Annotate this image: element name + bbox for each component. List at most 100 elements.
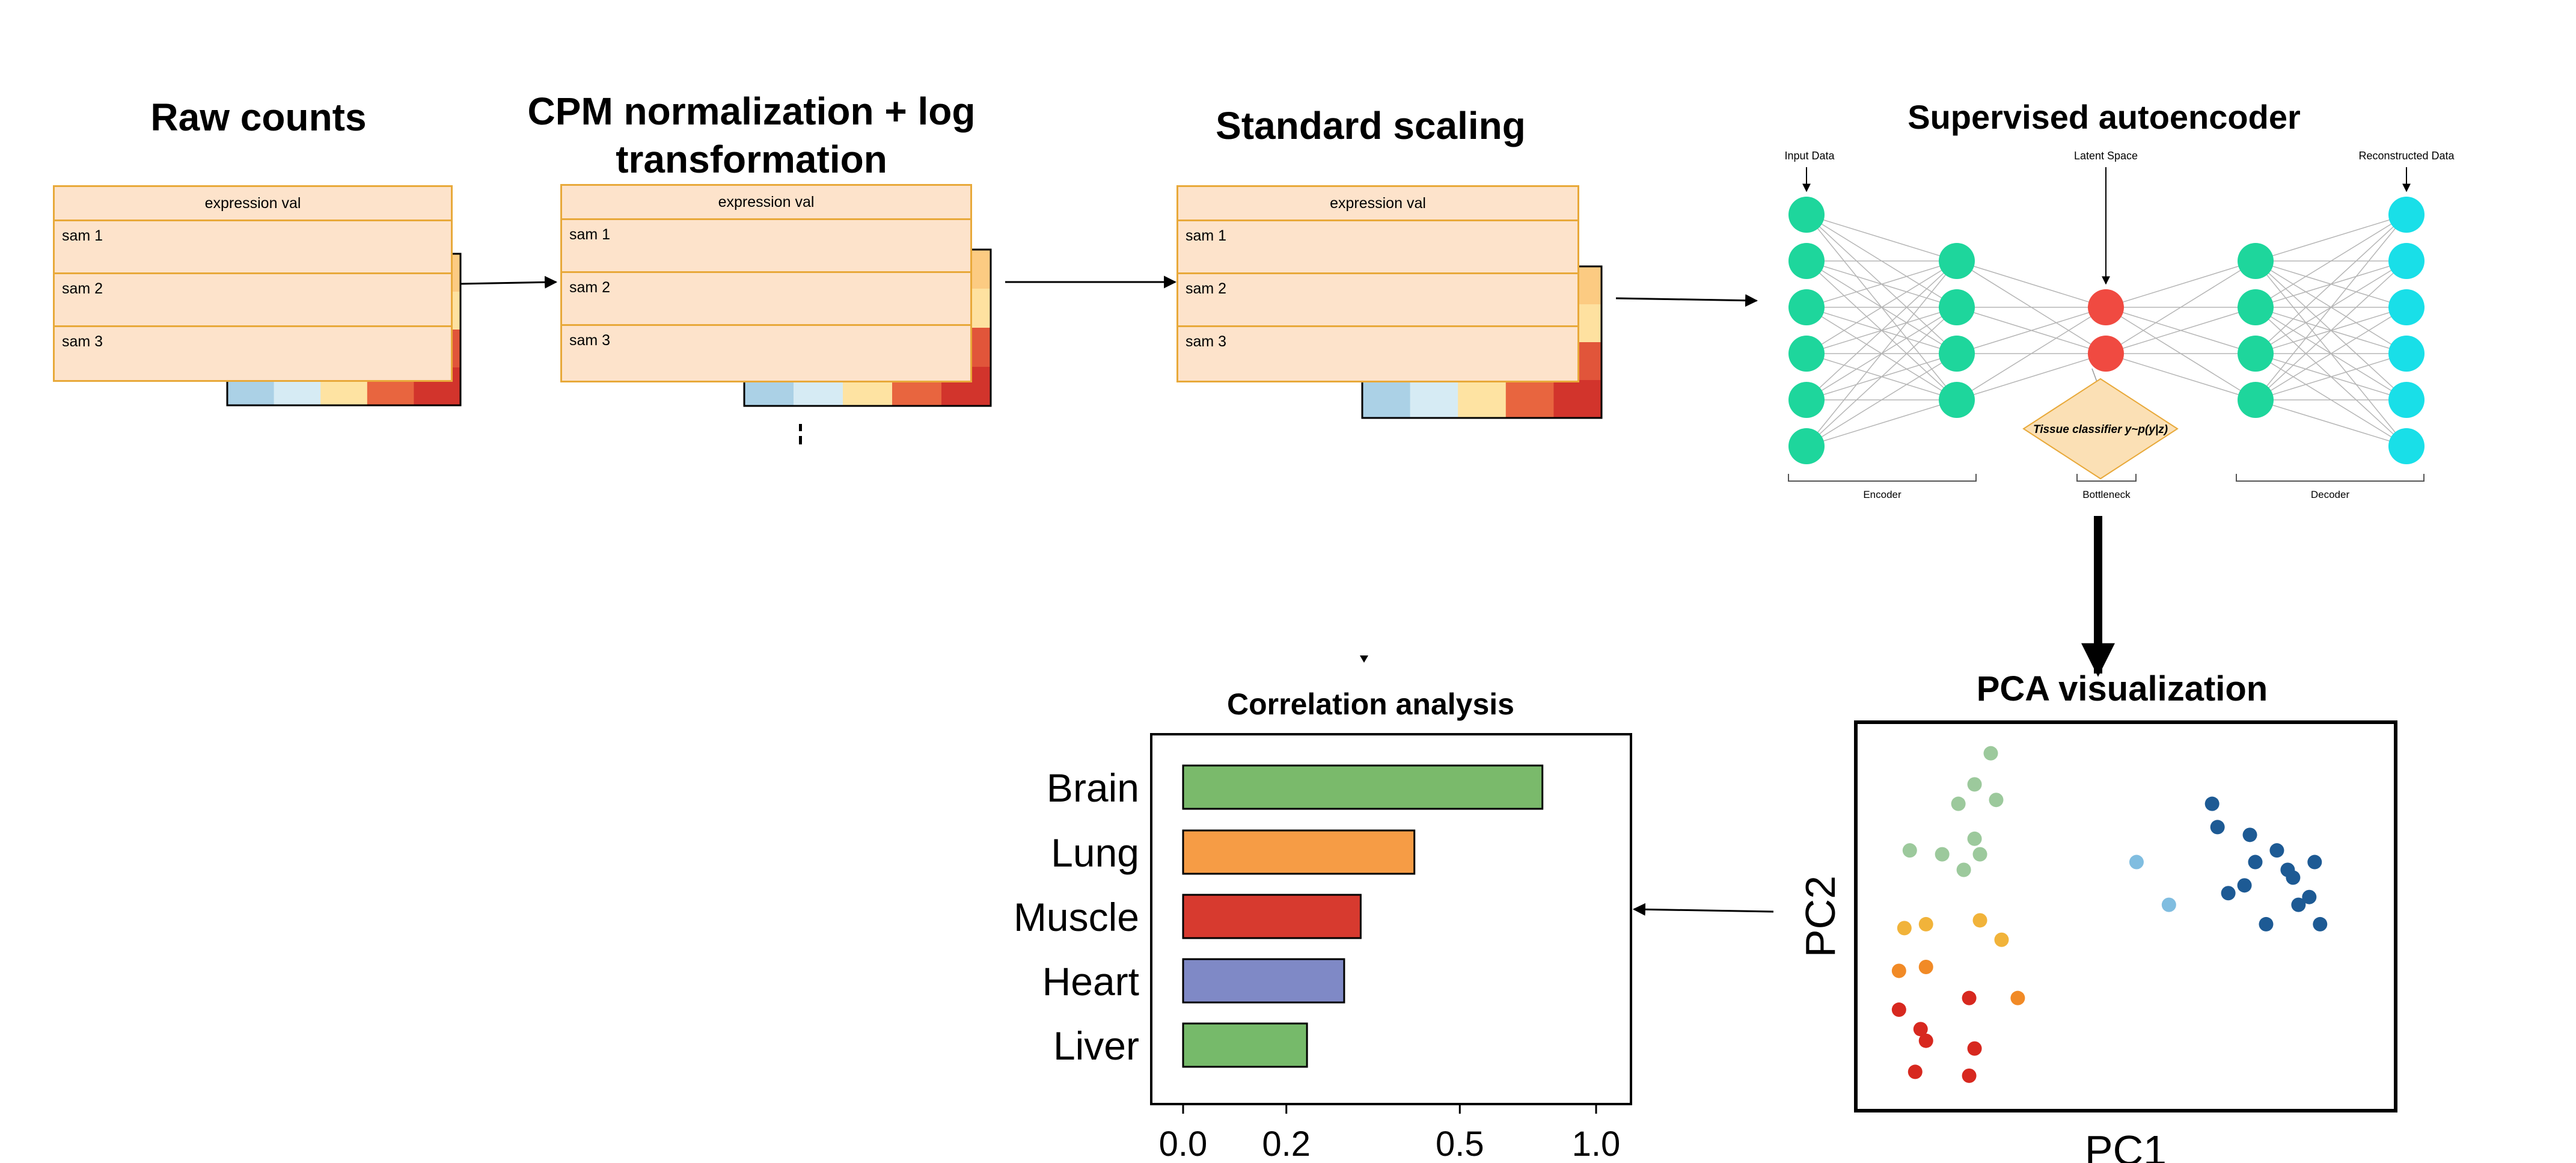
x-tick-label: 0.2 <box>1262 1125 1311 1163</box>
table-row: sam 3 <box>62 333 103 350</box>
network-edge <box>1806 353 1957 447</box>
arrow-scaling-to-autoencoder <box>1615 294 1758 307</box>
bottleneck-bracket <box>2076 474 2137 482</box>
bar-category-label: Liver <box>1053 1023 1139 1068</box>
title-supervised-autoencoder: Supervised autoencoder <box>1908 98 2301 136</box>
pca-x-axis-label: PC1 <box>2085 1127 2167 1163</box>
pca-point <box>1908 1064 1923 1079</box>
arrow-raw-to-cpm <box>459 275 558 289</box>
pca-point <box>2269 843 2284 858</box>
pca-point <box>1967 1041 1982 1056</box>
network-node <box>2388 382 2425 418</box>
network-edge <box>2105 260 2256 354</box>
bar <box>1182 1022 1308 1068</box>
pca-point <box>1918 1033 1933 1048</box>
network-node <box>2388 289 2425 325</box>
x-tick-label: 0.0 <box>1159 1125 1208 1163</box>
network-node <box>1939 336 1975 372</box>
title-raw-counts: Raw counts <box>150 96 367 139</box>
pca-point <box>1967 831 1982 846</box>
pca-point <box>2129 855 2144 870</box>
pca-point <box>1897 921 1912 936</box>
network-node <box>2238 382 2274 418</box>
table-row: sam 1 <box>562 220 970 273</box>
pca-point <box>1951 796 1966 811</box>
network-edge <box>1806 307 1957 447</box>
pca-point <box>2302 889 2317 904</box>
classifier-label: Tissue classifier y~p(y|z) <box>2033 423 2168 436</box>
table-header: expression val <box>562 186 970 220</box>
pca-point <box>1918 959 1933 974</box>
arrow-pca-to-correlation <box>1632 903 1774 916</box>
table-header: expression val <box>1178 187 1577 221</box>
network-edge <box>2255 214 2407 262</box>
network-node <box>2388 428 2425 464</box>
pca-point <box>2248 855 2263 870</box>
table-row: sam 2 <box>562 273 970 326</box>
table-header: expression val <box>55 187 451 221</box>
pca-point <box>2237 878 2252 893</box>
pca-y-axis-label: PC2 <box>1797 876 1844 957</box>
pca-point <box>2161 897 2176 912</box>
correlation-bar-chart: Brain Lung Muscle Heart Liver 0.0 0.2 0.5 1.0 <box>1014 733 1632 1163</box>
bar <box>1182 894 1362 939</box>
bottleneck-label: Bottleneck <box>2082 489 2131 500</box>
network-node <box>1788 243 1825 279</box>
table-row: sam 1 <box>1178 221 1577 274</box>
expression-table-scaling: expression val sam 1 sam 2 sam 3 <box>1176 185 1579 382</box>
title-correlation-analysis: Correlation analysis <box>1227 687 1514 721</box>
title-cpm-line1: CPM normalization + log <box>527 90 976 133</box>
network-edge <box>2255 214 2407 308</box>
network-node <box>2088 289 2124 325</box>
heatmap-cell <box>1553 380 1602 419</box>
pca-point <box>1972 913 1987 928</box>
autoencoder-network: Tissue classifier y~p(y|z) Input Data Late… <box>1784 150 2455 500</box>
pca-point <box>1972 847 1987 862</box>
decoder-label: Decoder <box>2311 489 2350 500</box>
network-node <box>1788 382 1825 418</box>
ellipsis-mark <box>799 424 802 431</box>
reconstructed-data-label: Reconstructed Data <box>2358 150 2455 162</box>
pca-point <box>1913 1022 1928 1037</box>
heatmap-cell <box>1410 380 1458 419</box>
network-edge <box>1956 353 2106 400</box>
classifier-diamond <box>2022 378 2179 480</box>
pca-point <box>1935 847 1950 862</box>
network-edge <box>2255 307 2407 400</box>
pca-point <box>2307 855 2322 870</box>
network-node <box>1788 197 1825 233</box>
pca-point <box>1989 793 2004 808</box>
pca-point <box>1983 746 1998 761</box>
table-row: sam 3 <box>569 332 611 349</box>
network-node <box>2388 197 2425 233</box>
network-edge <box>2105 307 2256 354</box>
network-node <box>2088 336 2124 372</box>
encoder-bracket <box>1788 474 1977 482</box>
network-node <box>2388 243 2425 279</box>
network-edge <box>2255 260 2407 400</box>
pca-point <box>2204 796 2220 811</box>
pca-point <box>2286 870 2301 885</box>
heatmap-cell <box>1505 380 1554 419</box>
network-node <box>1788 428 1825 464</box>
bar <box>1182 829 1416 875</box>
pca-point <box>1994 932 2009 947</box>
network-edge <box>2255 214 2407 400</box>
title-cpm-line2: transformation <box>616 138 887 181</box>
network-node <box>2238 289 2274 325</box>
input-data-label: Input Data <box>1784 150 1835 162</box>
bar <box>1182 958 1345 1004</box>
pca-frame <box>1854 720 2397 1112</box>
ellipsis-mark <box>799 436 802 444</box>
network-node <box>2238 243 2274 279</box>
network-edge <box>1806 399 1957 447</box>
network-edge <box>1806 260 1957 447</box>
network-edge <box>1806 260 1957 400</box>
encoder-label: Encoder <box>1863 489 1901 500</box>
pca-point <box>1891 963 1906 978</box>
decoder-bracket <box>2236 474 2425 482</box>
network-edge <box>2255 214 2407 354</box>
title-pca-visualization: PCA visualization <box>1976 669 2268 708</box>
bar-category-label: Brain <box>1047 766 1139 810</box>
network-node <box>1788 336 1825 372</box>
